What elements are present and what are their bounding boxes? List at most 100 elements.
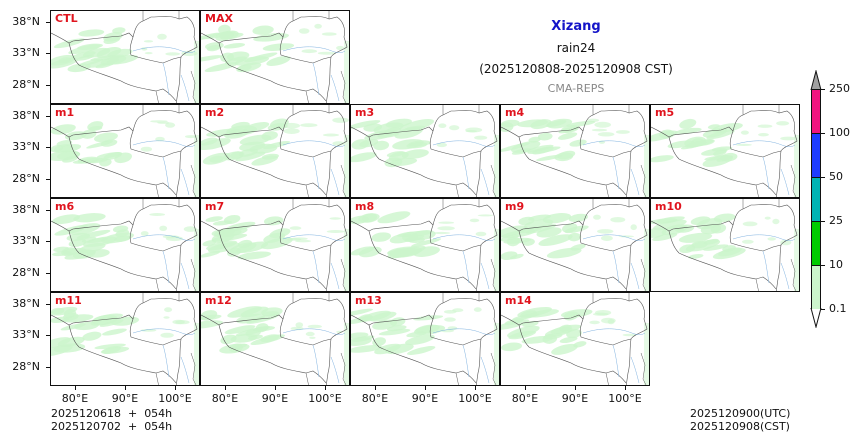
colorbar-tick — [821, 265, 825, 266]
x-tick — [575, 386, 576, 390]
map-panel-m14: m14 — [500, 292, 650, 386]
valid-time-utc: 2025120900(UTC) — [690, 407, 791, 420]
x-tick-label: 80°E — [361, 392, 389, 405]
map-panel-m11: m11 — [50, 292, 200, 386]
panel-label: m2 — [205, 106, 225, 119]
map-canvas — [51, 293, 199, 385]
x-tick — [375, 386, 376, 390]
map-panel-m5: m5 — [650, 104, 800, 198]
colorbar-level-label: 10 — [829, 258, 843, 271]
y-tick-label: 28°N — [12, 266, 40, 279]
panel-label: m5 — [655, 106, 675, 119]
y-tick-label: 28°N — [12, 360, 40, 373]
init-time-line-1: 2025120618 + 054h — [51, 407, 173, 420]
y-tick-label: 33°N — [12, 328, 40, 341]
y-tick — [46, 241, 50, 242]
map-canvas — [51, 105, 199, 197]
colorbar-level-label: 100 — [829, 126, 850, 139]
colorbar-tick — [821, 89, 825, 90]
y-tick — [46, 85, 50, 86]
y-tick — [46, 179, 50, 180]
x-tick — [75, 386, 76, 390]
y-tick — [46, 22, 50, 23]
colorbar-segment — [811, 265, 821, 309]
map-panel-m13: m13 — [350, 292, 500, 386]
rain-field — [651, 213, 799, 291]
x-tick-label: 100°E — [458, 392, 492, 405]
rain-field — [201, 117, 349, 197]
map-panel-max: MAX — [200, 10, 350, 104]
x-tick-label: 90°E — [411, 392, 439, 405]
panel-label: m6 — [55, 200, 75, 213]
x-tick — [325, 386, 326, 390]
panel-label: m4 — [505, 106, 525, 119]
map-panel-m2: m2 — [200, 104, 350, 198]
rain-field — [501, 118, 649, 197]
y-tick — [46, 335, 50, 336]
colorbar-tick — [821, 309, 825, 310]
panel-label: m13 — [355, 294, 382, 307]
y-tick-label: 38°N — [12, 109, 40, 122]
map-canvas — [351, 105, 499, 197]
map-canvas — [201, 199, 349, 291]
x-tick — [525, 386, 526, 390]
y-tick — [46, 210, 50, 211]
rain-field — [501, 306, 649, 385]
panel-label: m3 — [355, 106, 375, 119]
colorbar-level-label: 25 — [829, 214, 843, 227]
y-tick-label: 28°N — [12, 78, 40, 91]
rain-field — [51, 213, 199, 291]
x-tick — [125, 386, 126, 390]
x-tick-label: 80°E — [61, 392, 89, 405]
map-canvas — [501, 105, 649, 197]
colorbar-over-arrow — [810, 70, 822, 90]
y-tick-label: 38°N — [12, 15, 40, 28]
panel-label: m8 — [355, 200, 375, 213]
y-tick — [46, 147, 50, 148]
map-panel-ctl: CTL — [50, 10, 200, 104]
x-tick-label: 100°E — [158, 392, 192, 405]
colorbar-tick — [821, 177, 825, 178]
colorbar-segment — [811, 89, 821, 133]
x-tick-label: 80°E — [211, 392, 239, 405]
map-canvas — [351, 293, 499, 385]
x-tick — [425, 386, 426, 390]
x-tick-label: 100°E — [308, 392, 342, 405]
map-canvas — [651, 199, 799, 291]
rain-field — [201, 214, 349, 291]
map-panel-m3: m3 — [350, 104, 500, 198]
period-title: (2025120808-2025120908 CST) — [479, 62, 673, 76]
rain-field — [351, 118, 499, 197]
variable-title: rain24 — [556, 41, 596, 55]
x-tick-label: 90°E — [261, 392, 289, 405]
map-panel-m4: m4 — [500, 104, 650, 198]
panel-label: m10 — [655, 200, 682, 213]
x-tick-label: 90°E — [111, 392, 139, 405]
y-tick-label: 38°N — [12, 203, 40, 216]
map-canvas — [501, 199, 649, 291]
x-tick — [275, 386, 276, 390]
colorbar-tick — [821, 133, 825, 134]
map-canvas — [651, 105, 799, 197]
panel-label: m7 — [205, 200, 225, 213]
init-time-line-2: 2025120702 + 054h — [51, 420, 173, 433]
x-tick — [175, 386, 176, 390]
y-tick — [46, 273, 50, 274]
map-canvas — [51, 11, 199, 103]
panel-label: MAX — [205, 12, 233, 25]
y-tick — [46, 53, 50, 54]
panel-label: CTL — [55, 12, 78, 25]
y-tick-label: 33°N — [12, 140, 40, 153]
model-title: CMA-REPS — [547, 82, 605, 95]
colorbar-segment — [811, 177, 821, 221]
y-tick — [46, 367, 50, 368]
x-tick — [225, 386, 226, 390]
map-panel-m10: m10 — [650, 198, 800, 292]
map-canvas — [201, 105, 349, 197]
colorbar-under-arrow — [810, 308, 822, 328]
rain-field — [51, 306, 199, 385]
map-panel-m7: m7 — [200, 198, 350, 292]
x-tick-label: 90°E — [561, 392, 589, 405]
panel-label: m14 — [505, 294, 532, 307]
y-tick-label: 38°N — [12, 297, 40, 310]
